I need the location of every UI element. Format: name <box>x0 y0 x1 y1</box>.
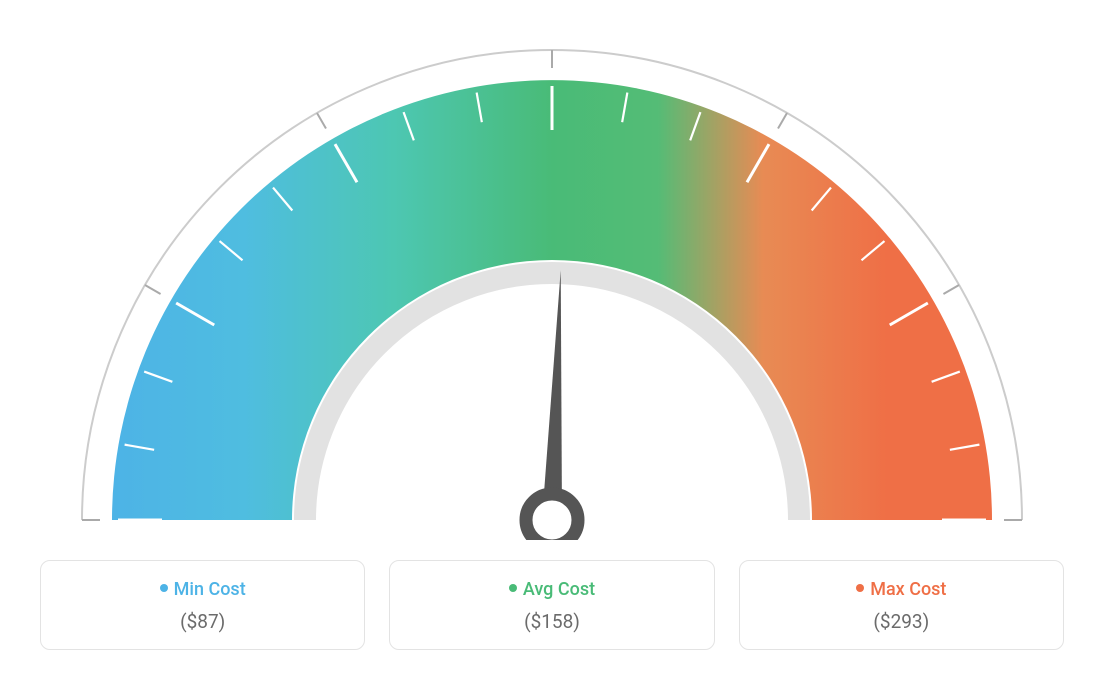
gauge-chart: $87$105$123$158$203$248$293 <box>40 20 1064 540</box>
tick <box>317 113 326 129</box>
legend-value-min: ($87) <box>51 610 354 633</box>
legend-card-min: Min Cost ($87) <box>40 560 365 650</box>
legend-label: Min Cost <box>174 579 246 600</box>
legend-label: Avg Cost <box>523 579 595 600</box>
legend-card-max: Max Cost ($293) <box>739 560 1064 650</box>
cost-gauge-container: $87$105$123$158$203$248$293 Min Cost ($87… <box>0 0 1104 690</box>
legend-label: Max Cost <box>870 579 946 600</box>
legend-title-min: Min Cost <box>51 579 354 600</box>
tick <box>145 285 161 294</box>
gauge-tick-label: $293 <box>40 20 62 25</box>
gauge-needle <box>542 270 562 520</box>
gauge-needle-hub <box>526 494 578 540</box>
legend-dot-icon <box>509 584 517 592</box>
legend-card-avg: Avg Cost ($158) <box>389 560 714 650</box>
legend-title-max: Max Cost <box>750 579 1053 600</box>
legend-value-avg: ($158) <box>400 610 703 633</box>
legend-title-avg: Avg Cost <box>400 579 703 600</box>
tick <box>778 113 787 129</box>
legend-value-max: ($293) <box>750 610 1053 633</box>
tick <box>943 285 959 294</box>
legend-row: Min Cost ($87) Avg Cost ($158) Max Cost ($293… <box>40 560 1064 650</box>
legend-dot-icon <box>160 584 168 592</box>
legend-dot-icon <box>856 584 864 592</box>
